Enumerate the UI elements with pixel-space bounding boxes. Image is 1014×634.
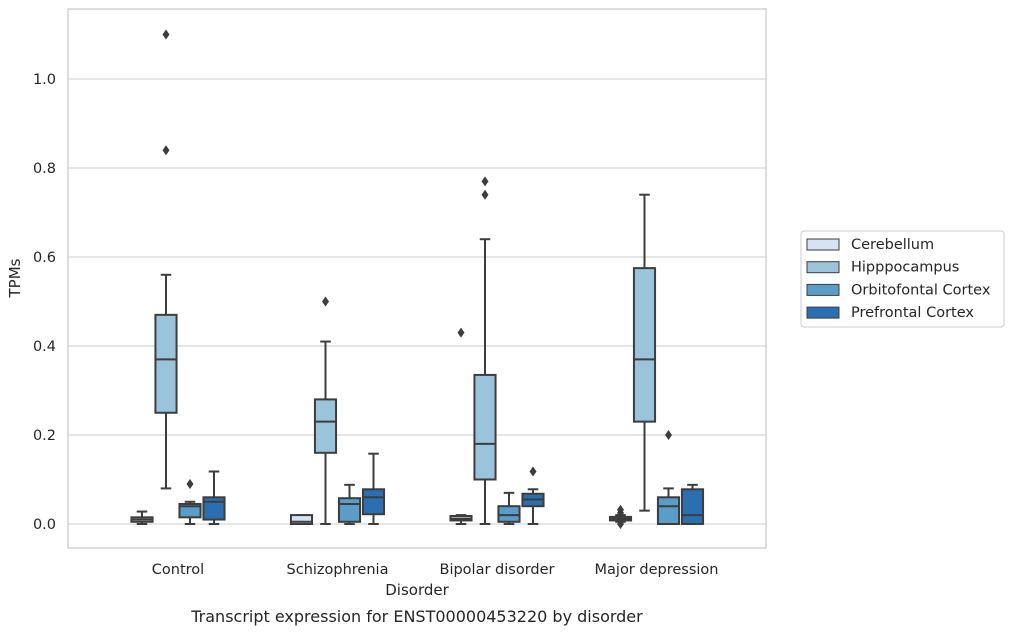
box-orbitofontal-cortex <box>656 430 681 525</box>
box-iqr <box>337 497 362 523</box>
y-tick-label: 1.0 <box>33 72 56 88</box>
box-iqr <box>154 313 178 414</box>
box-iqr <box>632 267 657 423</box>
y-tick-label: 0.2 <box>33 428 56 444</box>
legend: Cerebellum Hipppocampus Orbitofontal Corte… <box>800 230 1005 328</box>
box-iqr <box>202 496 226 521</box>
outlier-point <box>322 296 329 307</box>
legend-item: Hipppocampus <box>806 260 959 276</box>
y-axis-title: TPMs <box>6 258 24 298</box>
outlier-point <box>162 145 170 156</box>
legend-swatch <box>806 306 840 319</box>
legend-label: Orbitofontal Cortex <box>851 282 991 298</box>
box-prefrontal-cortex <box>521 466 545 525</box>
plot-area-frame <box>67 8 767 549</box>
box-hipppocampus <box>154 29 178 490</box>
legend-item: Orbitofontal Cortex <box>806 282 991 298</box>
outlier-point <box>162 29 170 40</box>
box-hipppocampus <box>313 296 338 525</box>
x-axis-title: Disorder <box>385 581 449 599</box>
outlier-point <box>617 504 624 515</box>
box-prefrontal-cortex <box>361 452 386 525</box>
x-tick-label: Schizophrenia <box>287 562 389 578</box>
legend-label: Hipppocampus <box>851 260 959 276</box>
legend-swatch <box>806 261 840 274</box>
box-iqr <box>680 488 705 526</box>
box-cerebellum <box>608 504 633 529</box>
outlier-point <box>529 466 537 477</box>
box-hipppocampus <box>632 193 657 512</box>
y-tick-label: 0.4 <box>33 339 56 355</box>
box-iqr <box>178 502 202 519</box>
y-tick-label: 0.6 <box>33 250 56 266</box>
x-tick-label: Bipolar disorder <box>440 562 555 578</box>
box-iqr <box>656 496 681 525</box>
x-tick-labels: Control Schizophrenia Bipolar disorder Majo… <box>152 562 719 578</box>
y-tick-labels: 0.0 0.2 0.4 0.6 0.8 1.0 <box>33 72 56 533</box>
legend-swatch <box>806 238 840 251</box>
box-iqr <box>361 488 386 516</box>
box-prefrontal-cortex <box>680 483 705 526</box>
grid-lines <box>68 78 766 525</box>
box-groups <box>130 29 705 529</box>
outlier-point <box>665 430 672 440</box>
outlier-point <box>186 478 194 489</box>
legend-swatch <box>806 283 840 296</box>
legend-item: Prefrontal Cortex <box>806 305 974 321</box>
outlier-point <box>481 189 489 200</box>
box-cerebellum <box>130 510 154 525</box>
box-orbitofontal-cortex <box>337 483 362 525</box>
box-orbitofontal-cortex <box>497 491 521 525</box>
box-hipppocampus <box>473 176 497 525</box>
legend-frame <box>800 230 1005 328</box>
box-orbitofontal-cortex <box>178 478 202 525</box>
y-tick-label: 0.8 <box>33 161 56 177</box>
legend-item: Cerebellum <box>806 237 934 253</box>
box-iqr <box>473 373 497 481</box>
box-prefrontal-cortex <box>202 470 226 525</box>
legend-label: Cerebellum <box>851 237 934 253</box>
x-tick-label: Control <box>152 562 204 578</box>
x-tick-label: Major depression <box>595 562 719 578</box>
outlier-point <box>457 327 465 338</box>
outlier-point <box>481 176 489 187</box>
box-cerebellum <box>449 327 473 525</box>
box-iqr <box>313 398 338 454</box>
box-cerebellum <box>289 514 314 525</box>
chart-caption: Transcript expression for ENST0000045322… <box>190 607 643 626</box>
box-iqr <box>289 514 314 525</box>
y-tick-label: 0.0 <box>33 517 56 533</box>
box-iqr <box>497 505 521 523</box>
outlier-point <box>617 519 624 529</box>
legend-label: Prefrontal Cortex <box>851 305 974 321</box>
